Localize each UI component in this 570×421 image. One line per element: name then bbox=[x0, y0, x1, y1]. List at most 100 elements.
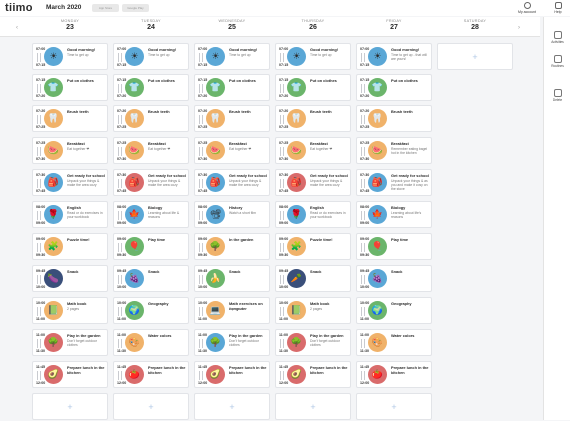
sidebar-item-delete[interactable]: Delete bbox=[544, 89, 570, 102]
day-date: 27 bbox=[390, 24, 398, 31]
next-week-button[interactable]: › bbox=[518, 25, 520, 31]
activity-card[interactable]: 09:45 10:00 🍆 Snack bbox=[32, 265, 108, 292]
sidebar-item-routines[interactable]: Routines bbox=[544, 55, 570, 68]
activity-icon: 👕 bbox=[125, 78, 144, 97]
activity-card[interactable]: 11:45 12:00 🍅 Prepare lunch in the kitchen bbox=[113, 361, 189, 388]
activity-card[interactable]: 09:45 10:00 🥕 Snack bbox=[275, 265, 351, 292]
day-header[interactable]: SATURDAY 28 bbox=[435, 19, 515, 31]
activity-card[interactable]: 11:45 12:00 🍅 Prepare lunch in the kitchen bbox=[356, 361, 432, 388]
activity-card[interactable]: 10:00 11:00 📗 Math book 2 pages bbox=[32, 297, 108, 324]
progress-bar bbox=[280, 53, 284, 62]
activity-card[interactable]: 10:00 11:00 💻 Math exercises on computer 2 p… bbox=[194, 297, 270, 324]
activity-card[interactable]: 07:15 07:20 👕 Put on clothes bbox=[194, 74, 270, 101]
start-time: 11:00 bbox=[198, 333, 207, 337]
day-header[interactable]: THURSDAY 26 bbox=[273, 19, 353, 31]
add-activity-button[interactable]: + bbox=[113, 393, 189, 420]
sidebar-item-activities[interactable]: Activities bbox=[544, 31, 570, 44]
activity-icon: 🌹 bbox=[44, 205, 63, 224]
activity-card[interactable]: 07:00 07:15 ☀ Good morning! Time to get up bbox=[113, 43, 189, 70]
activity-card[interactable]: 08:00 09:00 🌹 English Read or do exercises i… bbox=[275, 201, 351, 228]
activity-card[interactable]: 11:00 11:30 🎨 Water colors bbox=[113, 329, 189, 356]
activity-card[interactable]: 10:00 11:00 📗 Math book 2 pages bbox=[275, 297, 351, 324]
activity-card[interactable]: 11:00 11:30 🎨 Water colors bbox=[356, 329, 432, 356]
activity-title: Breakfast bbox=[67, 141, 85, 146]
activity-card[interactable]: 07:25 07:30 🍉 Breakfast Remember eating bage… bbox=[356, 137, 432, 164]
add-activity-button[interactable]: + bbox=[356, 393, 432, 420]
activity-subtitle: Time to get up bbox=[229, 53, 251, 57]
activity-card[interactable]: 08:00 09:00 📽 History Watch a short film bbox=[194, 201, 270, 228]
activity-card[interactable]: 07:20 07:25 🦷 Brush teeth bbox=[113, 105, 189, 132]
activity-icon: 🍁 bbox=[125, 205, 144, 224]
activity-card[interactable]: 11:00 11:30 🌳 Play in the garden Don't forge… bbox=[194, 329, 270, 356]
activity-icon: 🥕 bbox=[287, 269, 306, 288]
activity-icon: 🌳 bbox=[206, 237, 225, 256]
activity-card[interactable]: 11:45 12:00 🥑 Prepare lunch in the kitchen bbox=[194, 361, 270, 388]
add-activity-button[interactable]: + bbox=[32, 393, 108, 420]
prev-week-button[interactable]: ‹ bbox=[16, 25, 18, 31]
activity-card[interactable]: 07:30 07:45 🎒 Get ready for school Unpack yo… bbox=[32, 169, 108, 196]
activity-card[interactable]: 07:30 07:45 🎒 Get ready for school Unpack yo… bbox=[194, 169, 270, 196]
activity-card[interactable]: 07:15 07:20 👕 Put on clothes bbox=[32, 74, 108, 101]
activity-card[interactable]: 07:00 07:15 ☀ Good morning! Time to get up bbox=[32, 43, 108, 70]
activity-card[interactable]: 07:30 07:45 🎒 Get ready for school Unpack yo… bbox=[113, 169, 189, 196]
activity-card[interactable]: 07:25 07:30 🍉 Breakfast Eat together ❤ bbox=[32, 137, 108, 164]
activity-card[interactable]: 09:00 09:30 🧩 Puzzle time! bbox=[275, 233, 351, 260]
activity-card[interactable]: 10:00 11:00 🌍 Geography bbox=[113, 297, 189, 324]
start-time: 07:20 bbox=[117, 109, 127, 113]
activity-card[interactable]: 09:00 09:30 🧩 Puzzle time! bbox=[32, 233, 108, 260]
activity-card[interactable]: 09:00 09:30 🎈 Play time bbox=[356, 233, 432, 260]
activity-card[interactable]: 07:15 07:20 👕 Put on clothes bbox=[113, 74, 189, 101]
activity-card[interactable]: 07:00 07:15 ☀ Good morning! Time to get up -… bbox=[356, 43, 432, 70]
progress-bar bbox=[361, 307, 365, 316]
right-sidebar: Activities Routines Delete bbox=[543, 17, 570, 420]
day-header[interactable]: FRIDAY 27 bbox=[354, 19, 434, 31]
activity-card[interactable]: 09:45 10:00 🍇 Snack bbox=[356, 265, 432, 292]
day-header[interactable]: WEDNESDAY 25 bbox=[192, 19, 272, 31]
day-header[interactable]: MONDAY 23 bbox=[30, 19, 110, 31]
app-store-badge[interactable]: App Store bbox=[92, 4, 119, 12]
activity-card[interactable]: 07:25 07:30 🍉 Breakfast Eat together ❤ bbox=[275, 137, 351, 164]
end-time: 11:30 bbox=[360, 349, 369, 353]
activity-card[interactable]: 07:20 07:25 🦷 Brush teeth bbox=[194, 105, 270, 132]
add-activity-button[interactable]: + bbox=[437, 43, 513, 70]
help-button[interactable]: Help bbox=[546, 2, 570, 14]
activity-card[interactable]: 07:00 07:15 ☀ Good morning! Time to get up bbox=[275, 43, 351, 70]
activity-card[interactable]: 11:45 12:00 🥑 Prepare lunch in the kitchen bbox=[275, 361, 351, 388]
activity-card[interactable]: 08:00 09:00 🍁 Biology Learning about life & … bbox=[113, 201, 189, 228]
activity-card[interactable]: 09:00 09:30 🌳 In the garden bbox=[194, 233, 270, 260]
add-activity-button[interactable]: + bbox=[275, 393, 351, 420]
activity-card[interactable]: 10:00 11:00 🌍 Geography bbox=[356, 297, 432, 324]
app-logo[interactable]: tiimo bbox=[5, 2, 33, 14]
activity-card[interactable]: 07:15 07:20 👕 Put on clothes bbox=[356, 74, 432, 101]
activity-card[interactable]: 11:00 11:30 🌳 Play in the garden Don't forge… bbox=[32, 329, 108, 356]
activity-title: Math exercises on computer bbox=[229, 301, 263, 311]
activity-card[interactable]: 08:00 09:00 🍁 Biology Learning about life's … bbox=[356, 201, 432, 228]
activity-icon: 🎒 bbox=[206, 173, 225, 192]
add-activity-button[interactable]: + bbox=[194, 393, 270, 420]
activity-card[interactable]: 08:00 09:00 🌹 English Read or do exercises i… bbox=[32, 201, 108, 228]
progress-bar bbox=[280, 339, 284, 348]
activity-card[interactable]: 07:20 07:25 🦷 Brush teeth bbox=[275, 105, 351, 132]
activity-card[interactable]: 07:15 07:20 👕 Put on clothes bbox=[275, 74, 351, 101]
start-time: 07:00 bbox=[117, 47, 127, 51]
day-header[interactable]: TUESDAY 24 bbox=[111, 19, 191, 31]
activity-card[interactable]: 07:20 07:25 🦷 Brush teeth bbox=[356, 105, 432, 132]
my-account-button[interactable]: My account bbox=[515, 2, 539, 14]
start-time: 09:00 bbox=[279, 237, 289, 241]
activity-card[interactable]: 09:00 09:30 🎈 Play time bbox=[113, 233, 189, 260]
activity-card[interactable]: 09:45 10:00 🍌 Snack bbox=[194, 265, 270, 292]
activity-card[interactable]: 07:25 07:30 🍉 Breakfast Eat together ❤ bbox=[113, 137, 189, 164]
activity-card[interactable]: 07:30 07:45 🎒 Get ready for school Unpack yo… bbox=[275, 169, 351, 196]
activity-card[interactable]: 11:00 11:30 🌳 Play in the garden Don't forge… bbox=[275, 329, 351, 356]
activity-card[interactable]: 11:45 12:00 🥑 Prepare lunch in the kitchen bbox=[32, 361, 108, 388]
google-play-badge[interactable]: Google Play bbox=[122, 4, 149, 12]
activity-card[interactable]: 07:20 07:25 🦷 Brush teeth bbox=[32, 105, 108, 132]
progress-bar bbox=[118, 115, 122, 124]
end-time: 09:00 bbox=[279, 221, 289, 225]
activity-card[interactable]: 07:25 07:30 🍉 Breakfast Eat together ❤ bbox=[194, 137, 270, 164]
start-time: 08:00 bbox=[117, 205, 127, 209]
activity-card[interactable]: 07:30 07:45 🎒 Get ready for school Unpack yo… bbox=[356, 169, 432, 196]
activity-card[interactable]: 07:00 07:15 ☀ Good morning! Time to get up bbox=[194, 43, 270, 70]
activity-card[interactable]: 09:45 10:00 🍇 Snack bbox=[113, 265, 189, 292]
activity-icon: 🎨 bbox=[125, 333, 144, 352]
